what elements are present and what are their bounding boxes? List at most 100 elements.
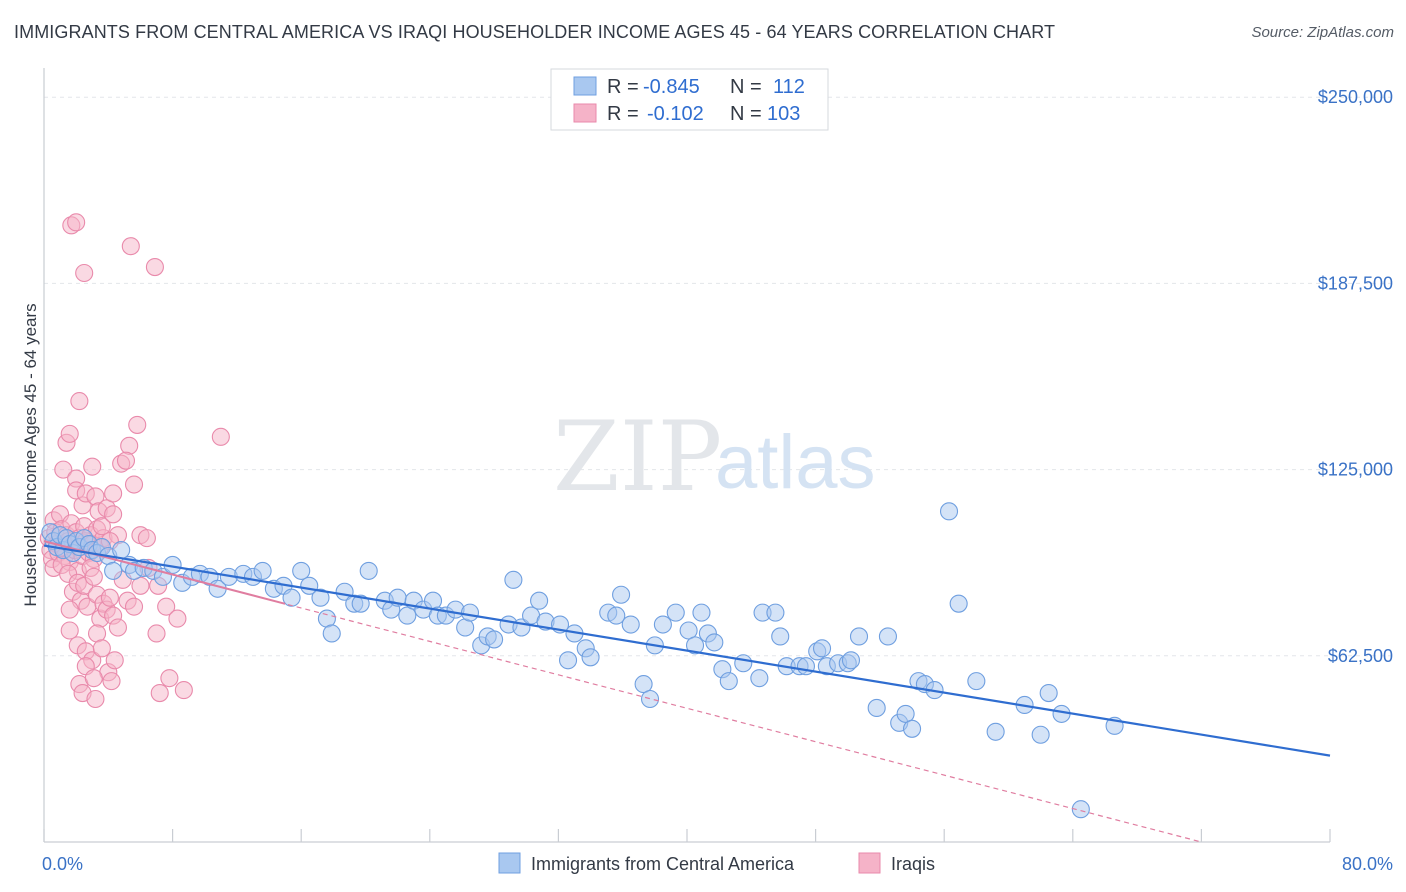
central-america-point: [750, 669, 769, 688]
iraqis-point: [211, 427, 230, 446]
central-america-point: [719, 672, 738, 691]
iraqis-point: [145, 257, 164, 277]
series-iraqis: [39, 213, 230, 709]
central-america-point: [685, 636, 705, 655]
central-america-point: [311, 588, 330, 607]
central-america-point: [771, 627, 790, 646]
legend-bottom: Immigrants from Central America Iraqis: [498, 852, 935, 874]
x-tick-label-max: 80.0%: [1342, 854, 1393, 874]
iraqis-point: [75, 263, 94, 283]
central-america-point: [896, 704, 915, 723]
central-america-point: [359, 561, 378, 580]
central-america-point: [621, 615, 640, 634]
watermark-atlas: atlas: [715, 420, 876, 505]
central-america-point: [1071, 800, 1090, 819]
central-america-point: [878, 627, 897, 646]
legend-top: R = -0.845 N = 112 R = -0.102 N = 103: [550, 68, 829, 131]
central-america-point: [558, 651, 578, 670]
central-america-point: [634, 675, 653, 694]
legend-r-value-blue: -0.845: [643, 76, 700, 98]
iraqis-point: [102, 672, 121, 691]
iraqis-point: [70, 392, 89, 411]
legend-box: [550, 68, 829, 131]
x-tick-label-min: 0.0%: [42, 854, 83, 874]
legend-n-value-blue: 112: [773, 76, 805, 98]
legend-n-label-blue: N =: [730, 76, 762, 98]
central-america-point: [705, 633, 724, 652]
iraqis-point: [124, 597, 144, 616]
legend-bottom-swatch-blue: [498, 852, 521, 874]
legend-swatch-pink: [573, 103, 597, 123]
central-america-point: [692, 603, 711, 622]
y-tick-label: $62,500: [1328, 646, 1393, 666]
iraqis-point: [116, 451, 136, 470]
central-america-point: [581, 648, 600, 667]
central-america-point: [796, 657, 816, 676]
iraqis-point: [168, 609, 187, 628]
legend-bottom-label-blue: Immigrants from Central America: [531, 854, 795, 874]
central-america-point: [640, 689, 660, 709]
central-america-point: [1039, 683, 1058, 703]
iraqis-point: [174, 681, 193, 700]
legend-r-label-blue: R =: [607, 76, 639, 98]
legend-bottom-swatch-pink: [858, 852, 881, 874]
central-america-point: [939, 502, 959, 521]
central-america-point: [253, 561, 272, 580]
watermark-zip: ZIP: [553, 401, 722, 513]
central-america-point: [653, 615, 672, 634]
iraqis-point: [150, 683, 169, 703]
iraqis-point: [137, 529, 156, 548]
iraqis-point: [92, 639, 111, 658]
chart-title: IMMIGRANTS FROM CENTRAL AMERICA VS IRAQI…: [14, 22, 1056, 42]
watermark: ZIP atlas: [553, 401, 876, 513]
iraqis-point: [60, 621, 79, 640]
y-tick-label: $250,000: [1318, 87, 1393, 107]
iraqis-point: [121, 237, 140, 256]
legend-n-label-pink: N =: [730, 103, 762, 125]
iraqis-point: [157, 597, 176, 616]
iraqis-point: [86, 689, 105, 709]
central-america-point: [530, 591, 549, 610]
central-america-point: [104, 561, 123, 580]
iraqis-point: [92, 517, 111, 536]
iraqis-point: [124, 475, 144, 494]
central-america-trend-line: [43, 544, 1331, 757]
central-america-point: [902, 719, 922, 738]
central-america-point: [485, 630, 504, 649]
central-america-point: [504, 570, 523, 589]
central-america-point: [351, 594, 370, 613]
y-tick-label: $125,000: [1318, 460, 1393, 480]
central-america-point: [460, 603, 480, 622]
central-america-point: [849, 627, 869, 646]
y-tick-labels: $62,500 $125,000 $187,500 $250,000: [1318, 87, 1393, 666]
iraqis-point: [100, 588, 119, 607]
central-america-point: [292, 561, 311, 580]
trend-lines: [43, 540, 1331, 843]
central-america-point: [322, 624, 341, 643]
central-america-point: [666, 603, 685, 622]
iraqis-point: [104, 505, 123, 524]
central-america-point: [679, 621, 698, 640]
source-credit: Source: ZipAtlas.com: [1251, 24, 1394, 41]
series-central-america: [41, 502, 1124, 819]
iraqis-point: [84, 669, 103, 688]
y-tick-label: $187,500: [1318, 273, 1393, 293]
central-america-point: [1031, 725, 1050, 744]
central-america-point: [766, 603, 785, 622]
central-america-point: [607, 606, 626, 625]
iraqis-point: [54, 460, 73, 479]
legend-r-value-pink: -0.102: [647, 103, 704, 125]
central-america-point: [282, 588, 301, 607]
central-america-point: [867, 698, 886, 717]
legend-bottom-label-pink: Iraqis: [891, 854, 935, 874]
legend-swatch-blue: [573, 76, 597, 96]
central-america-point: [398, 606, 417, 625]
iraqis-point: [105, 651, 124, 670]
legend-r-label-pink: R =: [607, 103, 639, 125]
central-america-point: [841, 651, 861, 670]
legend-n-value-pink: 103: [767, 103, 800, 125]
iraqis-point: [104, 484, 123, 503]
central-america-point: [1052, 704, 1071, 723]
central-america-point: [612, 585, 631, 604]
